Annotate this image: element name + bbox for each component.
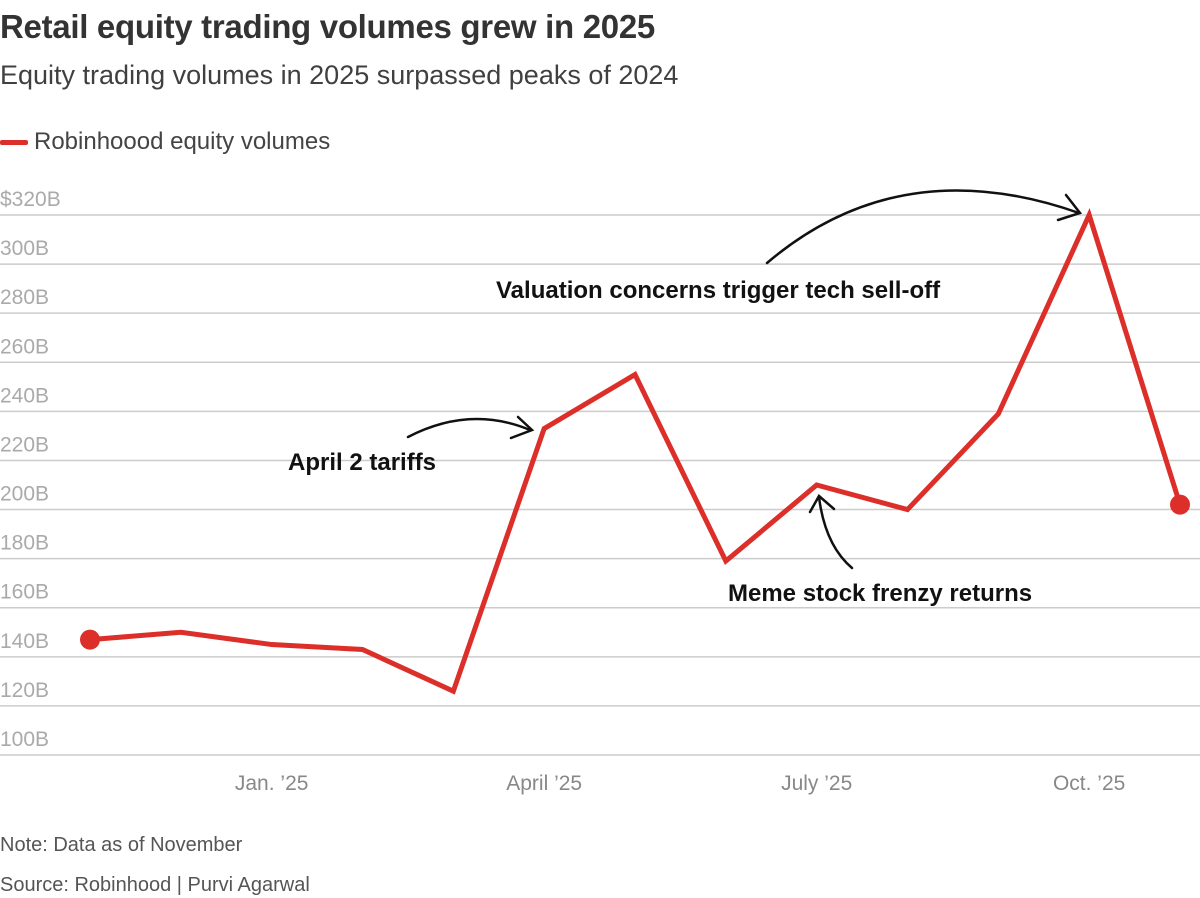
annotation-arrow-icon (765, 189, 1081, 265)
x-tick-label: Oct. ’25 (1053, 772, 1125, 795)
y-tick-label: 140B (0, 630, 49, 653)
y-tick-label: 100B (0, 728, 49, 751)
x-tick-label: April ’25 (506, 772, 582, 795)
y-tick-label: 240B (0, 384, 49, 407)
endpoint-marker (80, 629, 100, 650)
endpoint-marker (1170, 494, 1190, 515)
gridlines (0, 214, 1200, 756)
chart-source: Source: Robinhood | Purvi Agarwal (0, 874, 310, 896)
annotations: April 2 tariffs Meme stock frenzy returns… (288, 189, 1083, 607)
chart-title: Retail equity trading volumes grew in 20… (0, 8, 655, 45)
chart-note: Note: Data as of November (0, 834, 243, 856)
y-tick-label: 300B (0, 237, 49, 260)
legend-swatch (0, 139, 28, 145)
x-tick-label: Jan. ’25 (235, 772, 309, 795)
y-tick-label: 200B (0, 483, 49, 506)
legend-label: Robinhoood equity volumes (34, 128, 331, 155)
annotation-label: April 2 tariffs (288, 449, 436, 476)
arrowhead-icon (509, 415, 535, 440)
y-tick-label: $320B (0, 188, 61, 211)
arrowhead-icon (808, 494, 836, 514)
y-tick-label: 280B (0, 286, 49, 309)
x-tick-label: July ’25 (781, 772, 852, 795)
y-tick-label: 180B (0, 532, 49, 555)
series-line (89, 208, 1183, 695)
arrowhead-icon (1056, 193, 1083, 222)
x-axis-labels: Jan. ’25 April ’25 July ’25 Oct. ’25 (235, 772, 1125, 795)
annotation-label: Meme stock frenzy returns (728, 580, 1032, 607)
y-tick-label: 260B (0, 335, 49, 358)
annotation-label: Valuation concerns trigger tech sell-off (496, 277, 941, 304)
y-tick-label: 120B (0, 679, 49, 702)
legend: Robinhoood equity volumes (0, 128, 330, 156)
annotation-arrow-icon (817, 495, 854, 570)
series-robinhood (80, 208, 1190, 695)
annotation-arrow-icon (406, 417, 532, 439)
y-tick-label: 160B (0, 581, 49, 604)
y-axis-labels: 100B 120B 140B 160B 180B 200B 220B 240B 260B 280B… (0, 188, 61, 751)
y-tick-label: 220B (0, 433, 49, 456)
chart-subtitle: Equity trading volumes in 2025 surpassed… (0, 60, 679, 90)
